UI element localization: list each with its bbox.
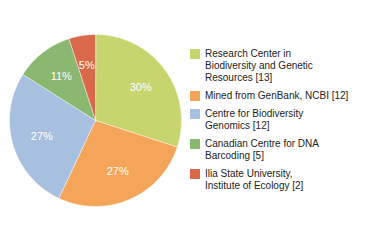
svg-text:27%: 27% <box>107 165 129 177</box>
html-text:Canadian Centre for DNA Barcod: Canadian Centre for DNA Barcoding [5] <box>205 138 319 161</box>
svg-text:30%: 30% <box>130 81 152 93</box>
svg-text:5%: 5% <box>79 59 95 71</box>
svg-text:27%: 27% <box>31 130 53 142</box>
html-text:Research Center in Biodiversit: Research Center in Biodiversity and Gene… <box>205 48 313 83</box>
svg-text:11%: 11% <box>51 70 72 82</box>
html-text:Mined from GenBank, NCBI [12]: Mined from GenBank, NCBI [12] <box>205 90 349 101</box>
html-text:Ilia State University, Institu: Ilia State University, Institute of Ecol… <box>205 168 304 191</box>
html-text:Centre for Biodiversity Genomi: Centre for Biodiversity Genomics [12] <box>205 108 304 131</box>
